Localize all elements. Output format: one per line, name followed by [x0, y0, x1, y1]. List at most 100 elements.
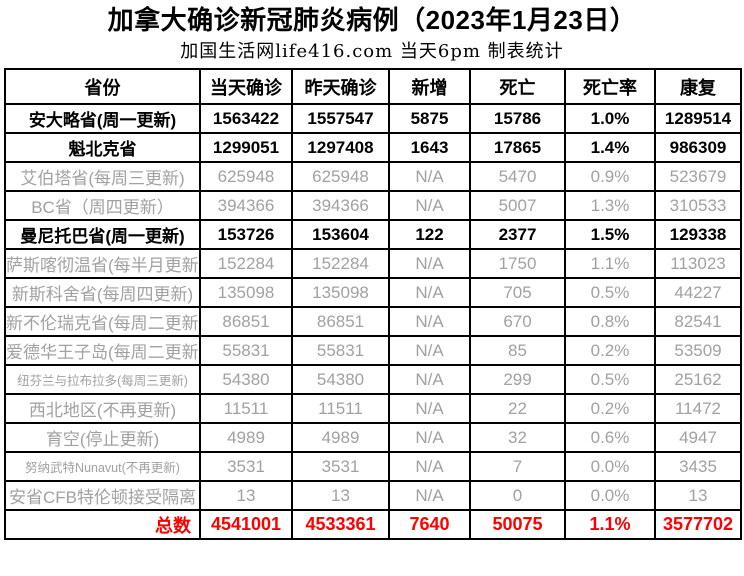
- value-cell: 17865: [469, 132, 566, 163]
- value-cell: 86851: [291, 306, 390, 337]
- value-cell: 1289514: [654, 103, 742, 134]
- value-cell: 0.9%: [564, 161, 656, 192]
- province-cell: 新斯科舍省(每周四更新): [4, 277, 201, 308]
- table-row: 魁北克省 1299051 1297408 1643 17865 1.4% 986309: [4, 132, 742, 163]
- value-cell: 135098: [291, 277, 390, 308]
- page-subtitle: 加国生活网life416.com 当天6pm 制表统计: [180, 41, 564, 62]
- province-cell: BC省（周四更新）: [4, 190, 201, 221]
- value-cell: 1.1%: [564, 248, 656, 279]
- column-header-province: 省份: [4, 68, 201, 105]
- value-cell: 1563422: [199, 103, 293, 134]
- value-cell: 82541: [654, 306, 742, 337]
- province-cell: 艾伯塔省(每周三更新): [4, 161, 201, 192]
- value-cell: 44227: [654, 277, 742, 308]
- value-cell: 11472: [654, 393, 742, 424]
- page-title: 加拿大确诊新冠肺炎病例（2023年1月23日）: [107, 5, 637, 35]
- value-cell: 53509: [654, 335, 742, 366]
- province-cell: 新不伦瑞克省(每周二更新): [4, 306, 201, 337]
- value-cell: 0.6%: [564, 422, 656, 453]
- value-cell: N/A: [388, 277, 471, 308]
- value-cell: 13: [199, 480, 293, 511]
- table-row: 西北地区(不再更新) 11511 11511 N/A 22 0.2% 11472: [4, 393, 742, 424]
- table-row: BC省（周四更新） 394366 394366 N/A 5007 1.3% 310533: [4, 190, 742, 221]
- province-cell: 爱德华王子岛(每周二更新): [4, 335, 201, 366]
- table-row: 爱德华王子岛(每周二更新) 55831 55831 N/A 85 0.2% 53509: [4, 335, 742, 366]
- value-cell: 0.5%: [564, 277, 656, 308]
- value-cell: N/A: [388, 190, 471, 221]
- value-cell: 1.4%: [564, 132, 656, 163]
- column-header-today-confirmed: 当天确诊: [199, 68, 293, 105]
- value-cell: 1.5%: [564, 219, 656, 250]
- value-cell: 122: [388, 219, 471, 250]
- value-cell: 153726: [199, 219, 293, 250]
- value-cell: 5470: [469, 161, 566, 192]
- value-cell: 25162: [654, 364, 742, 395]
- value-cell: 152284: [199, 248, 293, 279]
- value-cell: 0.2%: [564, 335, 656, 366]
- column-header-new-cases: 新增: [388, 68, 471, 105]
- column-header-yesterday-confirmed: 昨天确诊: [291, 68, 390, 105]
- value-cell: 1.3%: [564, 190, 656, 221]
- value-cell: 670: [469, 306, 566, 337]
- table-row: 曼尼托巴省(周一更新) 153726 153604 122 2377 1.5% 129338: [4, 219, 742, 250]
- value-cell: 3531: [291, 451, 390, 482]
- value-cell: 7: [469, 451, 566, 482]
- province-cell: 安省CFB特伦顿接受隔离: [4, 480, 201, 511]
- value-cell: 1.1%: [564, 509, 656, 540]
- value-cell: 13: [654, 480, 742, 511]
- value-cell: N/A: [388, 335, 471, 366]
- value-cell: 7640: [388, 509, 471, 540]
- covid-stats-table: 省份 当天确诊 昨天确诊 新增 死亡 死亡率 康复 安大略省(周一更新) 1563…: [4, 68, 742, 540]
- value-cell: 394366: [199, 190, 293, 221]
- column-header-deaths: 死亡: [469, 68, 566, 105]
- province-cell: 魁北克省: [4, 132, 201, 163]
- value-cell: N/A: [388, 422, 471, 453]
- value-cell: 54380: [199, 364, 293, 395]
- province-cell: 西北地区(不再更新): [4, 393, 201, 424]
- value-cell: 0.5%: [564, 364, 656, 395]
- value-cell: 15786: [469, 103, 566, 134]
- value-cell: 625948: [291, 161, 390, 192]
- value-cell: 152284: [291, 248, 390, 279]
- province-cell: 安大略省(周一更新): [4, 103, 201, 134]
- table-row: 新不伦瑞克省(每周二更新) 86851 86851 N/A 670 0.8% 82541: [4, 306, 742, 337]
- value-cell: N/A: [388, 306, 471, 337]
- value-cell: N/A: [388, 393, 471, 424]
- value-cell: 394366: [291, 190, 390, 221]
- value-cell: 0.2%: [564, 393, 656, 424]
- value-cell: 0.0%: [564, 480, 656, 511]
- column-header-death-rate: 死亡率: [564, 68, 656, 105]
- value-cell: 5875: [388, 103, 471, 134]
- table-row: 纽芬兰与拉布拉多(每周三更新) 54380 54380 N/A 299 0.5% 25162: [4, 364, 742, 395]
- province-cell: 萨斯喀彻温省(每半月更新): [4, 248, 201, 279]
- value-cell: 625948: [199, 161, 293, 192]
- value-cell: 113023: [654, 248, 742, 279]
- value-cell: N/A: [388, 480, 471, 511]
- value-cell: 0.8%: [564, 306, 656, 337]
- table-row: 新斯科舍省(每周四更新) 135098 135098 N/A 705 0.5% 44227: [4, 277, 742, 308]
- value-cell: 1297408: [291, 132, 390, 163]
- value-cell: 153604: [291, 219, 390, 250]
- value-cell: 310533: [654, 190, 742, 221]
- province-cell: 育空(停止更新): [4, 422, 201, 453]
- province-cell: 曼尼托巴省(周一更新): [4, 219, 201, 250]
- value-cell: 54380: [291, 364, 390, 395]
- value-cell: 4989: [291, 422, 390, 453]
- value-cell: 1750: [469, 248, 566, 279]
- value-cell: N/A: [388, 451, 471, 482]
- value-cell: 705: [469, 277, 566, 308]
- table-row: 安省CFB特伦顿接受隔离 13 13 N/A 0 0.0% 13: [4, 480, 742, 511]
- value-cell: 0.0%: [564, 451, 656, 482]
- value-cell: 86851: [199, 306, 293, 337]
- value-cell: N/A: [388, 364, 471, 395]
- value-cell: 3435: [654, 451, 742, 482]
- total-row: 总数 4541001 4533361 7640 50075 1.1% 3577702: [4, 509, 742, 540]
- value-cell: 523679: [654, 161, 742, 192]
- value-cell: 1557547: [291, 103, 390, 134]
- value-cell: N/A: [388, 161, 471, 192]
- value-cell: 55831: [199, 335, 293, 366]
- value-cell: 1.0%: [564, 103, 656, 134]
- value-cell: 55831: [291, 335, 390, 366]
- value-cell: 2377: [469, 219, 566, 250]
- value-cell: 3577702: [654, 509, 742, 540]
